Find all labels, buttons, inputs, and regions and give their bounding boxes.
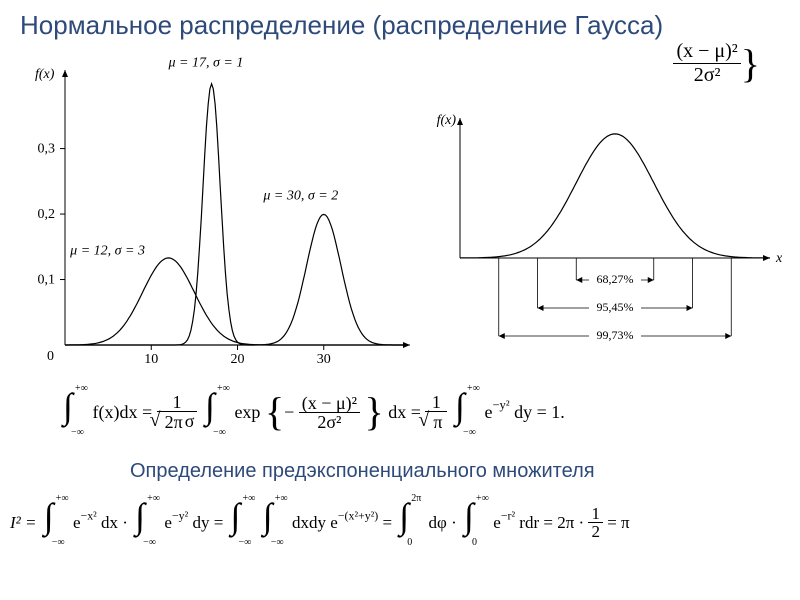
integral-icon: ∫ +∞ −∞ <box>453 390 479 434</box>
integral-icon: ∫ +∞ 0 <box>462 500 488 544</box>
subtitle: Определение предэкспоненциального множит… <box>130 460 595 483</box>
svg-text:0,1: 0,1 <box>38 273 56 288</box>
svg-text:μ = 17, σ = 1: μ = 17, σ = 1 <box>168 56 244 71</box>
integral-formula-1: ∫ +∞ −∞ f(x)dx = 1 2πσ ∫ +∞ −∞ exp {− (x… <box>60 390 680 434</box>
right-sigma-chart: f(x) x 68,27% 95,45% 99,73% <box>430 108 790 358</box>
svg-text:x: x <box>775 251 783 266</box>
integral-icon: ∫ +∞ −∞ <box>229 500 255 544</box>
integral-icon: ∫ +∞ −∞ <box>203 390 229 434</box>
svg-text:10: 10 <box>144 352 158 367</box>
svg-text:0,3: 0,3 <box>38 142 56 157</box>
integral-formula-2: I² = ∫ +∞ −∞ e−x² dx · ∫ +∞ −∞ e−y² dy =… <box>10 500 790 544</box>
integral-icon: ∫ +∞ −∞ <box>61 390 87 434</box>
formula-num: (x − μ)² <box>673 40 740 64</box>
svg-text:μ = 12, σ = 3: μ = 12, σ = 3 <box>69 244 145 259</box>
left-gaussian-chart: 10 20 30 0,1 0,2 0,3 f(x) 0 μ = 12, σ = 3 μ = 17,… <box>10 55 420 375</box>
svg-text:f(x): f(x) <box>437 113 457 128</box>
svg-text:0: 0 <box>47 349 54 364</box>
formula-brace: } <box>741 44 760 84</box>
svg-text:99,73%: 99,73% <box>597 328 634 342</box>
svg-text:f(x): f(x) <box>35 67 55 82</box>
integral-icon: ∫ +∞ −∞ <box>261 500 287 544</box>
svg-text:68,27%: 68,27% <box>597 272 634 286</box>
svg-text:30: 30 <box>317 352 331 367</box>
svg-text:95,45%: 95,45% <box>597 300 634 314</box>
right-panel: (x − μ)² 2σ² } f(x) x 68,27% 95,45% 99,73% <box>430 40 790 360</box>
formula-den: 2σ² <box>673 64 740 87</box>
integral-icon: ∫ 2π 0 <box>397 500 423 544</box>
integral-icon: ∫ +∞ −∞ <box>133 500 159 544</box>
svg-text:0,2: 0,2 <box>38 207 56 222</box>
formula-exponent-fragment: (x − μ)² 2σ² } <box>673 40 760 87</box>
integral-icon: ∫ +∞ −∞ <box>42 500 68 544</box>
svg-text:μ = 30, σ = 2: μ = 30, σ = 2 <box>262 189 338 204</box>
page-title: Нормальное распределение (распределение … <box>20 10 780 41</box>
svg-text:20: 20 <box>231 352 245 367</box>
